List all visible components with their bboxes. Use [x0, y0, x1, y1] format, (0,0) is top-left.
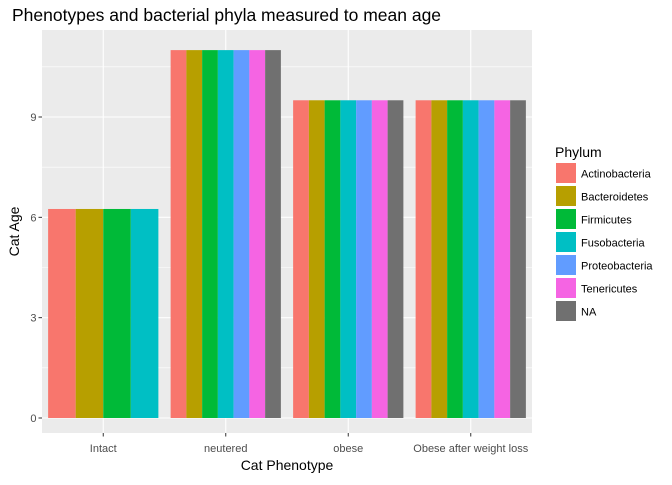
- bar: [510, 100, 526, 419]
- bar: [478, 100, 495, 419]
- legend-key: [556, 301, 576, 321]
- y-tick-label: 0: [30, 413, 36, 425]
- legend-label: Proteobacteria: [581, 261, 653, 273]
- x-tick-label: neutered: [204, 443, 247, 455]
- legend-label: Actinobacteria: [581, 169, 652, 181]
- y-tick-label: 6: [30, 212, 36, 224]
- bar: [48, 208, 76, 418]
- legend-label: Tenericutes: [581, 284, 638, 296]
- x-tick-label: Obese after weight loss: [413, 443, 528, 455]
- bars: [48, 50, 526, 419]
- bar: [356, 100, 372, 419]
- bar: [130, 208, 159, 418]
- legend-key: [556, 163, 576, 183]
- bar: [265, 50, 281, 418]
- bar: [308, 100, 325, 419]
- x-tick-label: obese: [333, 443, 363, 455]
- y-tick-label: 3: [30, 313, 36, 325]
- bar: [447, 100, 463, 419]
- legend-label: Bacteroidetes: [581, 192, 649, 204]
- bar: [249, 50, 266, 418]
- bar: [371, 100, 388, 419]
- bar: [387, 100, 404, 419]
- bar: [186, 50, 203, 418]
- legend-key: [556, 232, 576, 252]
- chart-title: Phenotypes and bacterial phyla measured …: [12, 5, 441, 25]
- bar: [324, 100, 341, 419]
- bar: [233, 50, 250, 418]
- x-axis-title: Cat Phenotype: [241, 457, 334, 473]
- legend-key: [556, 278, 576, 298]
- bar: [202, 50, 218, 418]
- legend-title: Phylum: [555, 144, 602, 160]
- legend: Phylum Actinobacteria Bacteroidetes Firmic…: [555, 144, 653, 321]
- bar: [103, 208, 131, 418]
- bar: [431, 100, 448, 419]
- legend-key: [556, 255, 576, 275]
- legend-label: NA: [581, 307, 597, 319]
- x-axis: Intact neutered obese Obese after weight lo…: [90, 433, 529, 455]
- bar: [293, 100, 309, 419]
- bar: [494, 100, 511, 419]
- legend-key: [556, 209, 576, 229]
- bar: [217, 50, 234, 418]
- legend-label: Firmicutes: [581, 215, 632, 227]
- bar: [340, 100, 357, 419]
- y-axis: 0 3 6 9: [30, 112, 42, 425]
- bar: [462, 100, 479, 419]
- x-tick-label: Intact: [90, 443, 117, 455]
- bar: [75, 208, 104, 418]
- bar: [170, 50, 187, 418]
- bar: [415, 100, 432, 419]
- y-axis-title: Cat Age: [6, 206, 22, 256]
- legend-label: Fusobacteria: [581, 238, 645, 250]
- legend-key: [556, 186, 576, 206]
- y-tick-label: 9: [30, 112, 36, 124]
